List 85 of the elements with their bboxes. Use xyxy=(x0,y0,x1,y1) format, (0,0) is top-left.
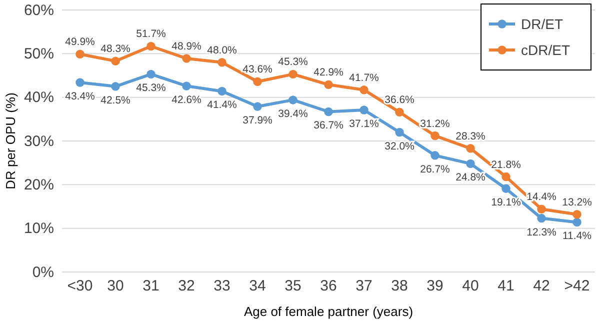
x-tick-label: 36 xyxy=(320,278,337,295)
point xyxy=(537,214,546,223)
point xyxy=(395,108,404,117)
legend-label: cDR/ET xyxy=(521,42,570,58)
data-label: 42.6% xyxy=(172,94,202,106)
point xyxy=(395,128,404,137)
y-tick-label: 20% xyxy=(24,176,54,194)
point xyxy=(218,58,226,67)
point xyxy=(466,159,475,168)
y-tick-label: 10% xyxy=(24,220,54,238)
y-tick-label: 40% xyxy=(24,89,54,106)
data-label: 41.7% xyxy=(349,72,379,84)
point xyxy=(430,151,440,160)
point xyxy=(76,50,84,58)
data-label: 21.8% xyxy=(491,158,521,171)
x-tick-label: 32 xyxy=(178,278,195,295)
point xyxy=(360,106,368,114)
point xyxy=(146,42,156,51)
data-label: 32.0% xyxy=(384,140,414,152)
point xyxy=(182,82,191,90)
point xyxy=(466,144,475,153)
point xyxy=(430,131,440,140)
point xyxy=(502,184,510,193)
data-label: 13.2% xyxy=(562,196,592,208)
data-label: 43.4% xyxy=(65,90,95,102)
point xyxy=(572,218,582,227)
x-tick-label: 35 xyxy=(284,278,302,295)
x-tick-label: 40 xyxy=(462,278,479,295)
data-label: 26.7% xyxy=(420,163,450,176)
data-label: 28.3% xyxy=(456,130,486,142)
y-tick-label: 0% xyxy=(32,264,54,281)
data-label: 12.3% xyxy=(526,226,556,238)
data-label: 45.3% xyxy=(278,56,308,68)
point xyxy=(146,70,156,79)
data-label: 39.4% xyxy=(278,108,308,120)
point xyxy=(288,70,298,79)
data-label: 11.4% xyxy=(562,230,592,242)
data-label: 31.2% xyxy=(420,118,450,130)
x-tick-label: 38 xyxy=(391,278,408,295)
x-tick-label: 30 xyxy=(107,278,124,295)
point xyxy=(253,102,262,111)
data-label: 51.7% xyxy=(136,28,166,40)
point xyxy=(502,172,510,182)
data-label: 48.3% xyxy=(100,43,130,56)
x-tick-label: 37 xyxy=(356,278,372,295)
x-tick-label: 42 xyxy=(533,278,550,295)
point xyxy=(537,204,546,214)
x-tick-label: >42 xyxy=(564,278,590,295)
y-tick-label: 60% xyxy=(24,2,54,19)
data-label: 42.9% xyxy=(314,66,344,79)
x-axis-title: Age of female partner (years) xyxy=(244,304,414,319)
point xyxy=(253,77,262,86)
x-tick-label: <30 xyxy=(67,278,93,295)
data-label: 36.6% xyxy=(384,94,414,106)
point xyxy=(218,86,226,96)
point xyxy=(572,210,582,219)
y-axis-title: DR per OPU (%) xyxy=(3,92,18,190)
data-label: 43.6% xyxy=(242,64,272,76)
data-label: 42.5% xyxy=(100,94,130,106)
point xyxy=(111,82,120,91)
x-tick-label: 34 xyxy=(249,278,266,295)
point xyxy=(360,86,368,94)
data-label: 41.4% xyxy=(207,99,237,112)
x-tick-label: 41 xyxy=(498,278,514,295)
point xyxy=(182,54,191,63)
data-label: 19.1% xyxy=(491,196,521,209)
x-tick-label: 33 xyxy=(214,278,230,295)
data-label: 37.9% xyxy=(242,114,272,127)
point xyxy=(324,80,333,90)
data-label: 37.1% xyxy=(349,118,379,130)
y-tick-label: 30% xyxy=(24,132,54,150)
y-tick-label: 50% xyxy=(24,45,54,62)
data-label: 48.0% xyxy=(207,44,237,56)
x-tick-label: 31 xyxy=(142,278,160,295)
x-tick-label: 39 xyxy=(426,278,444,295)
data-label: 45.3% xyxy=(136,82,166,94)
data-label: 49.9% xyxy=(65,36,95,48)
point xyxy=(76,78,84,87)
point xyxy=(324,107,333,116)
data-label: 24.8% xyxy=(456,172,486,184)
data-label: 36.7% xyxy=(314,120,344,132)
point xyxy=(288,96,298,104)
legend-label: DR/ET xyxy=(521,16,564,32)
data-label: 48.9% xyxy=(172,40,202,52)
point xyxy=(111,56,120,66)
